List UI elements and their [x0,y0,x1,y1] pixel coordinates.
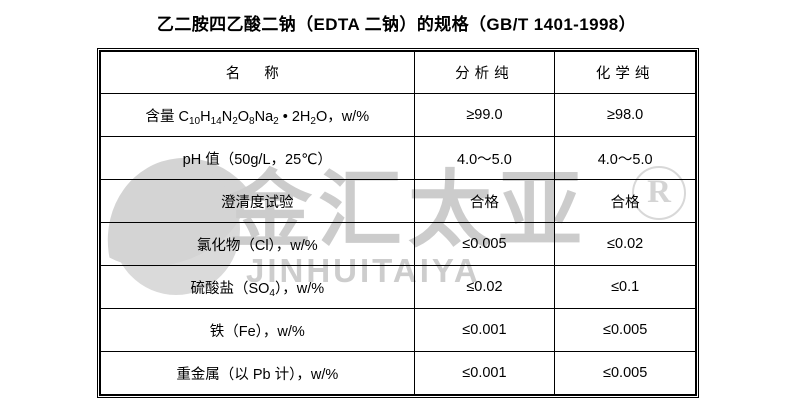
table-row: 重金属（以 Pb 计），w/% ≤0.001 ≤0.005 [100,351,696,395]
row-value-analytical-reagent: ≥99.0 [413,93,556,137]
formula-part: N [221,108,233,125]
table-row: 铁（Fe），w/% ≤0.001 ≤0.005 [100,308,696,352]
row-label-sulfate: 硫酸盐（SO4），w/% [100,265,415,309]
page-title: 乙二胺四乙酸二钠（EDTA 二钠）的规格（GB/T 1401-1998） [156,15,637,34]
formula-sub: 8 [249,115,255,127]
row-value-analytical-reagent: ≤0.005 [413,222,556,266]
formula-part: 硫酸盐（SO [190,280,270,297]
table-header-row: 名 称 分析纯 化学纯 [100,51,696,94]
row-value-analytical-reagent: 4.0～5.0 [413,136,556,180]
row-label-iron: 铁（Fe），w/% [100,308,415,352]
row-value-analytical-reagent: 合格 [413,179,556,223]
column-header-name: 名 称 [100,51,415,94]
row-value-chemical-pure: ≤0.005 [554,308,696,352]
specification-table-container: 名 称 分析纯 化学纯 含量 C10H14N2O8Na2 • 2H2O，w/% … [97,48,699,398]
formula-part: ），w/% [274,280,325,297]
row-value-analytical-reagent: ≤0.001 [413,308,556,352]
formula-part: O [237,108,250,125]
formula-part: H [200,108,211,125]
table-row: 澄清度试验 合格 合格 [100,179,696,223]
row-label-heavy-metals: 重金属（以 Pb 计），w/% [100,351,415,395]
formula-sub: 2 [273,115,279,127]
formula-part: 含量 C [145,108,189,125]
row-value-chemical-pure: ≤0.005 [554,351,696,395]
row-value-analytical-reagent: ≤0.02 [413,265,556,309]
table-row: 氯化物（Cl），w/% ≤0.005 ≤0.02 [100,222,696,266]
column-header-analytical-reagent: 分析纯 [413,51,556,94]
row-label-clarity-test: 澄清度试验 [100,179,415,223]
formula-sub: 2 [232,115,238,127]
row-value-chemical-pure: ≤0.02 [554,222,696,266]
row-label-ph: pH 值（50g/L，25℃） [100,136,415,180]
formula-part: O，w/% [315,108,370,125]
table-row: pH 值（50g/L，25℃） 4.0～5.0 4.0～5.0 [100,136,696,180]
row-value-chemical-pure: ≥98.0 [554,93,696,137]
table-row: 含量 C10H14N2O8Na2 • 2H2O，w/% ≥99.0 ≥98.0 [100,93,696,137]
row-value-chemical-pure: 4.0～5.0 [554,136,696,180]
formula-part: Na [254,108,274,125]
row-value-chemical-pure: 合格 [554,179,696,223]
formula-part: • 2H [278,108,311,125]
formula-sub: 4 [269,287,275,299]
table-row: 硫酸盐（SO4），w/% ≤0.02 ≤0.1 [100,265,696,309]
formula-sub: 14 [210,115,222,127]
formula-sub: 2 [310,115,316,127]
specification-table: 名 称 分析纯 化学纯 含量 C10H14N2O8Na2 • 2H2O，w/% … [100,51,696,395]
column-header-chemical-pure: 化学纯 [554,51,696,94]
row-value-analytical-reagent: ≤0.001 [413,351,556,395]
formula-sub: 10 [188,115,201,127]
row-value-chemical-pure: ≤0.1 [554,265,696,309]
row-label-chloride: 氯化物（Cl），w/% [100,222,415,266]
row-label-content: 含量 C10H14N2O8Na2 • 2H2O，w/% [100,93,415,137]
